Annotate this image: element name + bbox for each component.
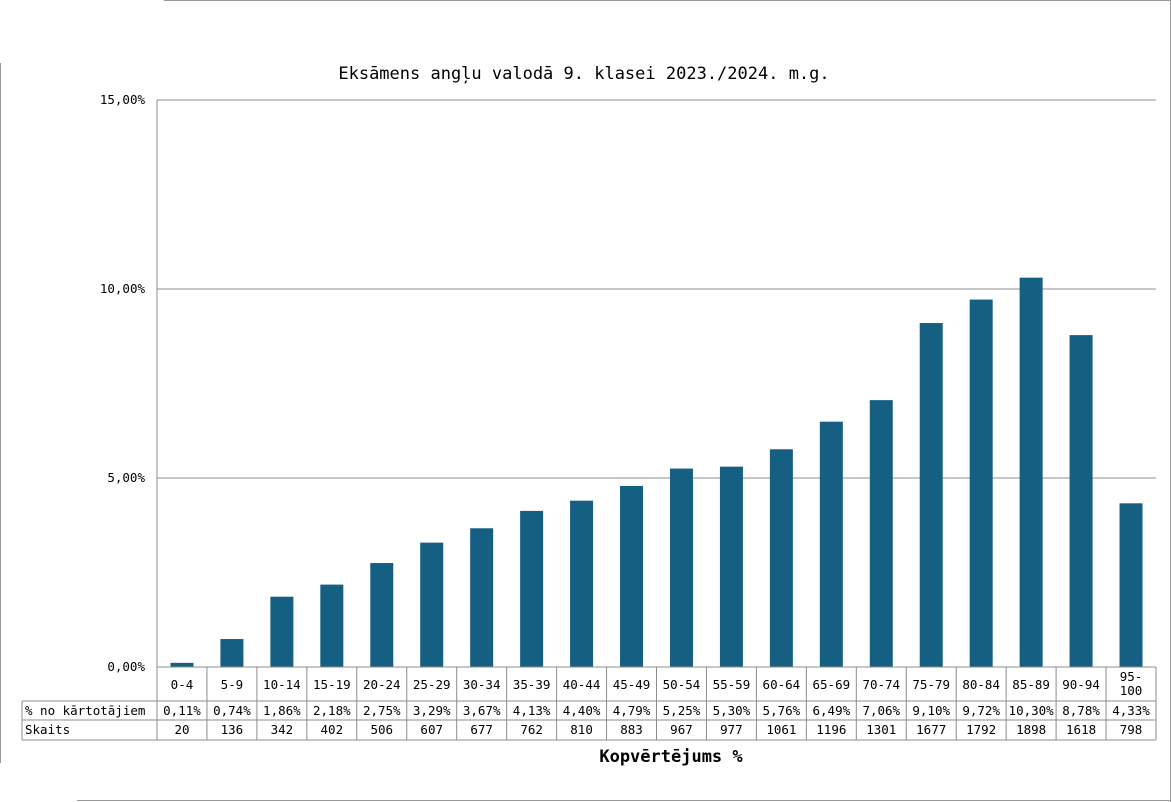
x-tick-label: 90-94 — [1062, 677, 1100, 692]
frame-left-border — [0, 63, 1, 763]
table-cell: 967 — [670, 722, 693, 737]
table-cell: 5,30% — [713, 703, 751, 718]
table-cell: 977 — [720, 722, 743, 737]
bar — [1069, 335, 1093, 667]
table-cell: 1,86% — [263, 703, 301, 718]
bar — [719, 466, 743, 667]
x-tick-label: 55-59 — [713, 677, 751, 692]
x-tick-label: 5-9 — [221, 677, 244, 692]
x-tick-label: 15-19 — [313, 677, 351, 692]
x-tick-label: 35-39 — [513, 677, 551, 692]
table-cell: 4,40% — [563, 703, 601, 718]
gridlines — [156, 99, 1156, 668]
y-tick-label: 0,00% — [107, 659, 145, 674]
table-cell: 9,10% — [912, 703, 950, 718]
table-cell: 1061 — [766, 722, 796, 737]
table-cell: 342 — [271, 722, 294, 737]
table-cell: 7,06% — [862, 703, 900, 718]
bar — [919, 323, 943, 667]
table-cell: 506 — [370, 722, 393, 737]
bar — [620, 485, 644, 667]
x-tick-label: 45-49 — [613, 677, 651, 692]
table-cell: 1618 — [1066, 722, 1096, 737]
x-tick-label: 80-84 — [962, 677, 1000, 692]
bar — [320, 584, 344, 667]
table-cell: 3,67% — [463, 703, 501, 718]
chart-title: Eksāmens angļu valodā 9. klasei 2023./20… — [338, 64, 829, 84]
bar — [769, 449, 793, 667]
bar — [869, 400, 893, 667]
x-tick-label: 25-29 — [413, 677, 451, 692]
bar — [570, 500, 594, 667]
x-tick-label: 50-54 — [663, 677, 701, 692]
x-tick-label: 70-74 — [862, 677, 900, 692]
table-cell: 402 — [321, 722, 344, 737]
table-cell: 1898 — [1016, 722, 1046, 737]
bar — [1119, 503, 1143, 667]
table-cell: 607 — [420, 722, 443, 737]
x-tick-label: 100 — [1120, 683, 1143, 698]
bar — [220, 639, 244, 667]
bar — [270, 596, 294, 667]
bar — [170, 662, 194, 667]
bar — [969, 299, 993, 667]
bars — [170, 277, 1143, 667]
bar — [669, 468, 693, 667]
bar — [420, 542, 444, 667]
x-tick-label: 85-89 — [1012, 677, 1050, 692]
x-tick-label: 95- — [1120, 669, 1143, 684]
table-cell: 6,49% — [813, 703, 851, 718]
table-cell: 4,13% — [513, 703, 551, 718]
table-cell: 4,33% — [1112, 703, 1150, 718]
x-tick-label: 20-24 — [363, 677, 401, 692]
x-tick-label: 40-44 — [563, 677, 601, 692]
x-tick-label: 0-4 — [171, 677, 194, 692]
x-tick-label: 60-64 — [763, 677, 801, 692]
x-tick-label: 10-14 — [263, 677, 301, 692]
table-cell: 0,11% — [163, 703, 201, 718]
y-tick-label: 15,00% — [100, 92, 146, 107]
y-tick-label: 5,00% — [107, 470, 145, 485]
table-row-label: % no kārtotājiem — [25, 703, 145, 718]
table-cell: 0,74% — [213, 703, 251, 718]
frame-top-border — [164, 0, 1171, 1]
table-cell: 762 — [520, 722, 543, 737]
bar — [370, 563, 394, 667]
table-cell: 4,79% — [613, 703, 651, 718]
table-cell: 677 — [470, 722, 493, 737]
table-cell: 1196 — [816, 722, 846, 737]
y-tick-label: 10,00% — [100, 281, 146, 296]
table-cell: 883 — [620, 722, 643, 737]
table-cell: 3,29% — [413, 703, 451, 718]
table-cell: 5,76% — [763, 703, 801, 718]
y-axis-ticks: 0,00% 5,00% 10,00% 15,00% — [100, 92, 146, 674]
x-axis-label: Kopvērtējums % — [599, 747, 743, 767]
table-cell: 5,25% — [663, 703, 701, 718]
table-cell: 1677 — [916, 722, 946, 737]
table-cell: 10,30% — [1009, 703, 1055, 718]
table-cell: 9,72% — [962, 703, 1000, 718]
x-tick-label: 30-34 — [463, 677, 501, 692]
table-cell: 798 — [1120, 722, 1143, 737]
table-cell: 20 — [174, 722, 189, 737]
frame-bottom-border — [77, 800, 1171, 801]
bar — [470, 528, 494, 667]
table-cell: 1301 — [866, 722, 896, 737]
table-cell: 2,18% — [313, 703, 351, 718]
bar — [520, 510, 544, 667]
x-tick-label: 75-79 — [912, 677, 950, 692]
x-tick-label: 65-69 — [813, 677, 851, 692]
data-table: 0-4 5-9 10-14 15-19 20-24 25-29 30-34 35-39 40-4… — [21, 666, 1157, 741]
table-cell: 1792 — [966, 722, 996, 737]
table-row-label: Skaits — [25, 722, 70, 737]
bar — [1019, 277, 1043, 667]
bar — [819, 421, 843, 667]
table-cell: 8,78% — [1062, 703, 1100, 718]
table-cell: 810 — [570, 722, 593, 737]
table-cell: 2,75% — [363, 703, 401, 718]
table-cell: 136 — [221, 722, 244, 737]
